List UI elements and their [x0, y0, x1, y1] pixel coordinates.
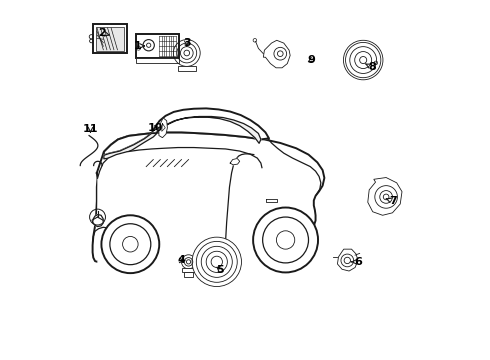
- Bar: [94, 24, 127, 53]
- Text: 11: 11: [83, 124, 98, 134]
- Text: 10: 10: [147, 123, 163, 133]
- Polygon shape: [93, 132, 324, 262]
- Polygon shape: [104, 117, 261, 159]
- Text: 3: 3: [183, 38, 191, 48]
- Text: 6: 6: [351, 257, 362, 267]
- Text: 5: 5: [217, 265, 224, 275]
- Circle shape: [101, 215, 159, 273]
- Polygon shape: [263, 40, 290, 68]
- Text: 1: 1: [133, 41, 145, 51]
- Polygon shape: [159, 118, 168, 138]
- Polygon shape: [230, 158, 240, 165]
- Circle shape: [192, 237, 242, 287]
- Bar: [136, 58, 179, 63]
- Text: 8: 8: [366, 62, 376, 72]
- Bar: [178, 66, 196, 71]
- Bar: [182, 268, 195, 273]
- Bar: [184, 273, 193, 277]
- Bar: [136, 33, 179, 58]
- Text: 2: 2: [98, 28, 109, 38]
- Circle shape: [253, 207, 318, 273]
- Polygon shape: [368, 177, 402, 215]
- Circle shape: [181, 255, 196, 269]
- Text: 7: 7: [386, 196, 397, 206]
- Bar: [97, 27, 124, 50]
- Text: 9: 9: [307, 55, 315, 65]
- Circle shape: [345, 42, 381, 78]
- Text: 4: 4: [177, 256, 185, 265]
- Polygon shape: [104, 108, 269, 155]
- Polygon shape: [93, 215, 103, 226]
- Polygon shape: [338, 249, 358, 271]
